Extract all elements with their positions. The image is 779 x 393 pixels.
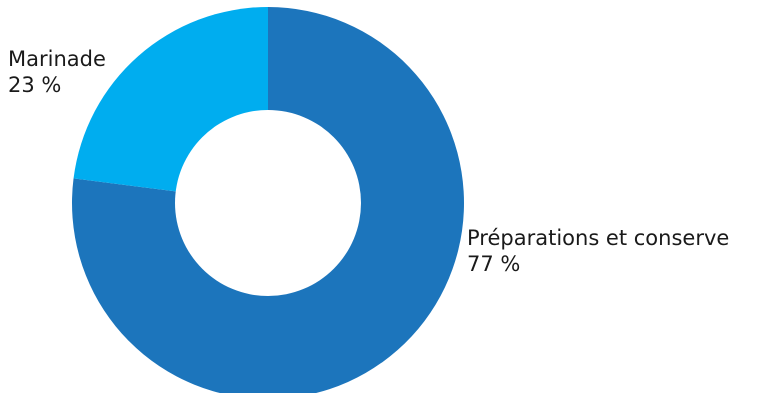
label-marinade: Marinade 23 % bbox=[8, 46, 106, 98]
label-marinade-name: Marinade bbox=[8, 47, 106, 71]
donut-hole bbox=[175, 110, 361, 296]
label-marinade-value: 23 % bbox=[8, 73, 62, 97]
slice-pr-parations-et-conserve bbox=[72, 7, 464, 393]
label-preparations-value: 77 % bbox=[467, 252, 521, 276]
label-preparations: Préparations et conserve 77 % bbox=[467, 225, 729, 277]
label-preparations-name: Préparations et conserve bbox=[467, 226, 730, 250]
